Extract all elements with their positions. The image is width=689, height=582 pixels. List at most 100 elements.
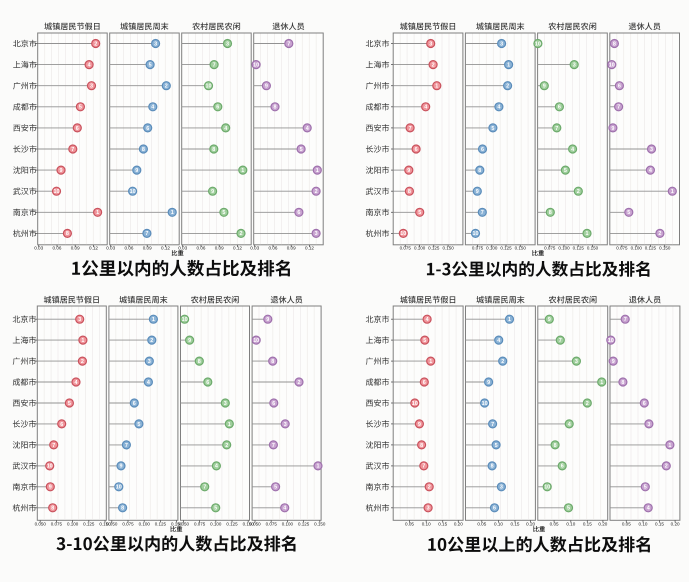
svg-text:6: 6 — [643, 401, 646, 407]
svg-text:10: 10 — [54, 189, 60, 195]
svg-text:3: 3 — [573, 62, 576, 68]
svg-text:0.075: 0.075 — [266, 522, 278, 527]
svg-text:4: 4 — [647, 506, 650, 512]
svg-text:6: 6 — [297, 210, 300, 216]
svg-text:10: 10 — [116, 485, 122, 491]
svg-text:0.050: 0.050 — [178, 522, 190, 527]
svg-text:1: 1 — [600, 380, 603, 386]
svg-text:5: 5 — [567, 506, 570, 512]
svg-text:5: 5 — [149, 62, 152, 68]
svg-text:0.075: 0.075 — [544, 246, 556, 251]
svg-text:6: 6 — [76, 126, 79, 132]
svg-text:2: 2 — [225, 443, 228, 449]
svg-text:5: 5 — [79, 105, 82, 111]
svg-text:1: 1 — [586, 231, 589, 237]
svg-text:0.10: 0.10 — [566, 522, 575, 527]
svg-text:0.03: 0.03 — [34, 246, 43, 251]
svg-text:4: 4 — [497, 338, 500, 344]
svg-text:4: 4 — [306, 126, 309, 132]
svg-text:1: 1 — [81, 338, 84, 344]
svg-text:0.05: 0.05 — [477, 522, 486, 527]
svg-text:0.09: 0.09 — [143, 246, 152, 251]
svg-text:0.12: 0.12 — [89, 246, 98, 251]
svg-text:7: 7 — [287, 41, 290, 47]
svg-text:1: 1 — [317, 464, 320, 470]
svg-text:2: 2 — [665, 464, 668, 470]
svg-text:5: 5 — [137, 422, 140, 428]
svg-text:0.100: 0.100 — [558, 246, 570, 251]
svg-text:4: 4 — [571, 147, 574, 153]
svg-text:5: 5 — [627, 210, 630, 216]
svg-text:10: 10 — [608, 338, 614, 344]
svg-text:7: 7 — [617, 105, 620, 111]
svg-text:0.12: 0.12 — [305, 246, 314, 251]
svg-text:3: 3 — [148, 359, 151, 365]
svg-text:0.125: 0.125 — [573, 246, 585, 251]
svg-text:0.125: 0.125 — [83, 522, 95, 527]
svg-text:3: 3 — [500, 41, 503, 47]
svg-text:5: 5 — [495, 443, 498, 449]
svg-text:0.06: 0.06 — [197, 246, 206, 251]
svg-text:2: 2 — [315, 189, 318, 195]
svg-text:7: 7 — [145, 231, 148, 237]
svg-text:8: 8 — [478, 168, 481, 174]
svg-text:8: 8 — [491, 464, 494, 470]
svg-text:9: 9 — [611, 126, 614, 132]
svg-text:6: 6 — [558, 105, 561, 111]
svg-text:9: 9 — [548, 317, 551, 323]
svg-text:0.06: 0.06 — [53, 246, 62, 251]
svg-text:3: 3 — [500, 485, 503, 491]
svg-text:4: 4 — [215, 464, 218, 470]
svg-text:3: 3 — [284, 422, 287, 428]
svg-text:4: 4 — [426, 317, 429, 323]
svg-text:6: 6 — [272, 401, 275, 407]
svg-text:0.09: 0.09 — [287, 246, 296, 251]
svg-text:6: 6 — [60, 422, 63, 428]
svg-text:4: 4 — [568, 422, 571, 428]
svg-text:0.150: 0.150 — [587, 246, 599, 251]
svg-text:0.20: 0.20 — [671, 522, 680, 527]
svg-text:3: 3 — [650, 147, 653, 153]
svg-text:0.075: 0.075 — [472, 246, 484, 251]
svg-text:2: 2 — [165, 84, 168, 90]
svg-text:1: 1 — [228, 422, 231, 428]
svg-text:3: 3 — [226, 41, 229, 47]
svg-text:0.150: 0.150 — [171, 522, 183, 527]
svg-text:5: 5 — [423, 338, 426, 344]
svg-text:0.125: 0.125 — [155, 522, 167, 527]
svg-text:0.150: 0.150 — [442, 246, 454, 251]
svg-text:10: 10 — [253, 62, 259, 68]
svg-text:0.125: 0.125 — [298, 522, 310, 527]
svg-text:9: 9 — [487, 380, 490, 386]
svg-text:0.09: 0.09 — [215, 246, 224, 251]
svg-text:10: 10 — [130, 189, 136, 195]
svg-text:5: 5 — [300, 147, 303, 153]
svg-text:10: 10 — [182, 317, 188, 323]
svg-text:7: 7 — [272, 443, 275, 449]
svg-text:0.10: 0.10 — [639, 522, 648, 527]
svg-text:8: 8 — [51, 506, 54, 512]
svg-text:0.100: 0.100 — [210, 522, 222, 527]
svg-text:8: 8 — [121, 506, 124, 512]
svg-text:9: 9 — [612, 359, 615, 365]
svg-text:2: 2 — [428, 485, 431, 491]
svg-text:4: 4 — [88, 62, 91, 68]
svg-text:0.150: 0.150 — [99, 522, 111, 527]
svg-text:8: 8 — [198, 359, 201, 365]
svg-text:10: 10 — [206, 84, 212, 90]
svg-text:10: 10 — [473, 231, 479, 237]
svg-text:0.05: 0.05 — [405, 522, 414, 527]
svg-text:7: 7 — [203, 485, 206, 491]
svg-text:0.06: 0.06 — [269, 246, 278, 251]
svg-text:10: 10 — [535, 41, 541, 47]
svg-text:6: 6 — [146, 126, 149, 132]
svg-text:2: 2 — [506, 84, 509, 90]
svg-text:0.05: 0.05 — [550, 522, 559, 527]
svg-text:6: 6 — [493, 506, 496, 512]
svg-text:0.15: 0.15 — [583, 522, 592, 527]
svg-text:0.125: 0.125 — [428, 246, 440, 251]
svg-text:9: 9 — [418, 422, 421, 428]
svg-text:0.100: 0.100 — [139, 522, 151, 527]
svg-text:6: 6 — [216, 105, 219, 111]
svg-text:0.100: 0.100 — [414, 246, 426, 251]
